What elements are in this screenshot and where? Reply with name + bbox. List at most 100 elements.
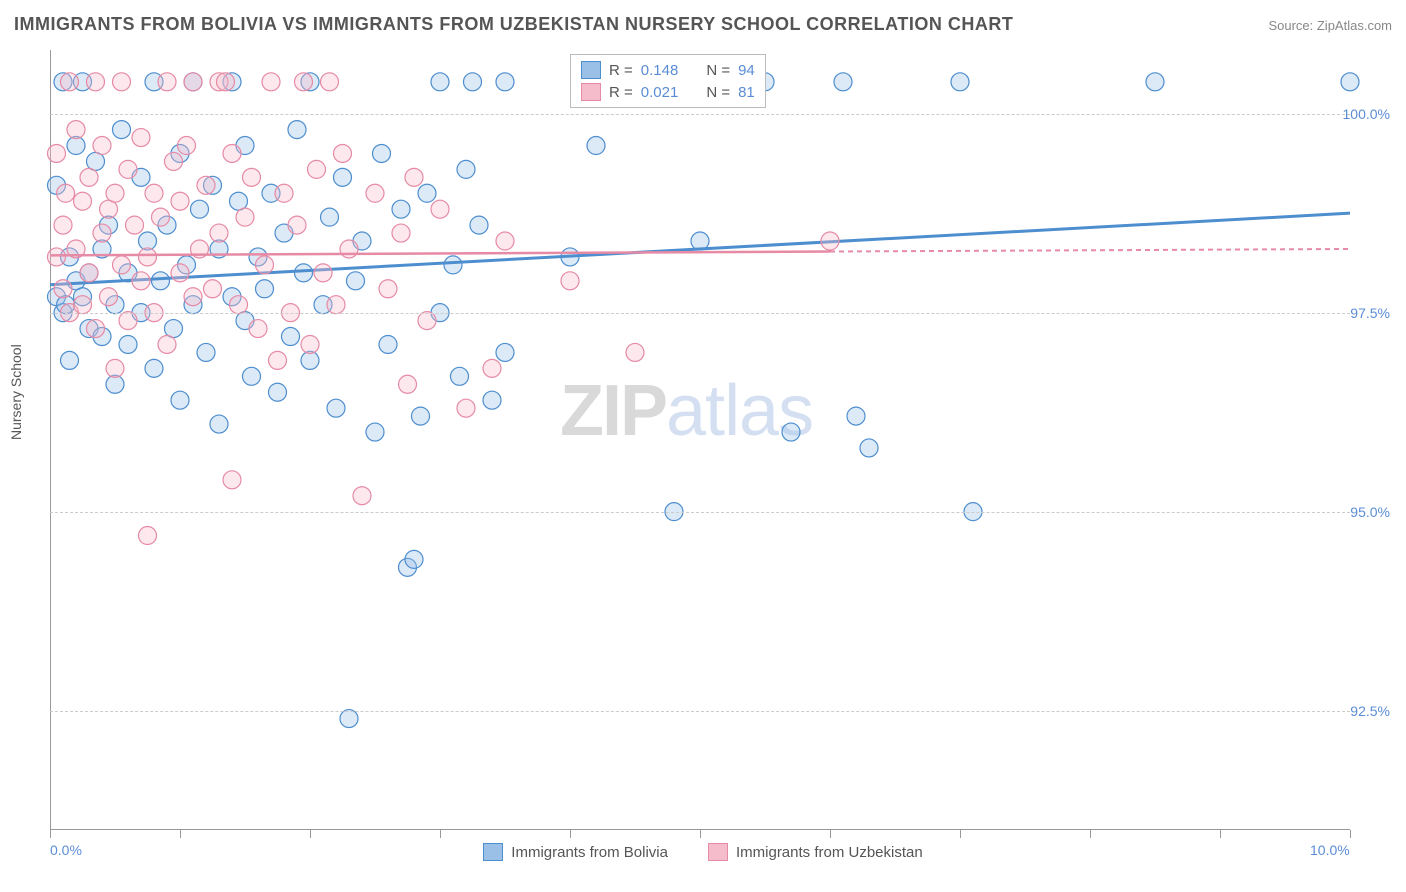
scatter-point <box>301 335 319 353</box>
scatter-point <box>126 216 144 234</box>
scatter-point <box>132 272 150 290</box>
y-tick-label: 92.5% <box>1350 703 1390 719</box>
scatter-point <box>139 232 157 250</box>
y-tick-label: 97.5% <box>1350 305 1390 321</box>
swatch-bolivia <box>483 843 503 861</box>
chart-title: IMMIGRANTS FROM BOLIVIA VS IMMIGRANTS FR… <box>14 14 1013 35</box>
scatter-point <box>197 343 215 361</box>
scatter-point <box>366 423 384 441</box>
scatter-point <box>61 73 79 91</box>
gridline-h <box>50 512 1350 513</box>
r-value-bolivia: 0.148 <box>641 62 679 79</box>
scatter-point <box>171 192 189 210</box>
scatter-point <box>80 264 98 282</box>
scatter-point <box>626 343 644 361</box>
scatter-point <box>1146 73 1164 91</box>
scatter-point <box>821 232 839 250</box>
y-tick-label: 95.0% <box>1350 504 1390 520</box>
x-tick <box>440 830 441 838</box>
scatter-point <box>321 208 339 226</box>
scatter-point <box>158 335 176 353</box>
scatter-point <box>48 248 66 266</box>
scatter-point <box>496 73 514 91</box>
scatter-point <box>327 296 345 314</box>
x-tick <box>1090 830 1091 838</box>
scatter-point <box>295 264 313 282</box>
scatter-point <box>308 160 326 178</box>
x-tick <box>830 830 831 838</box>
scatter-point <box>340 710 358 728</box>
scatter-point <box>483 391 501 409</box>
scatter-point <box>951 73 969 91</box>
scatter-point <box>171 391 189 409</box>
y-tick-label: 100.0% <box>1343 106 1390 122</box>
r-label: R = <box>609 62 633 79</box>
scatter-point <box>171 264 189 282</box>
x-tick-label: 0.0% <box>50 842 82 858</box>
legend-label-bolivia: Immigrants from Bolivia <box>511 844 668 861</box>
scatter-point <box>236 208 254 226</box>
r-value-uzbekistan: 0.021 <box>641 84 679 101</box>
scatter-point <box>321 73 339 91</box>
scatter-point <box>496 343 514 361</box>
scatter-point <box>431 73 449 91</box>
scatter-point <box>269 383 287 401</box>
scatter-point <box>457 160 475 178</box>
scatter-point <box>87 320 105 338</box>
scatter-point <box>230 296 248 314</box>
scatter-point <box>464 73 482 91</box>
scatter-point <box>418 184 436 202</box>
scatter-point <box>1341 73 1359 91</box>
scatter-point <box>93 224 111 242</box>
scatter-point <box>145 184 163 202</box>
scatter-point <box>834 73 852 91</box>
scatter-point <box>93 137 111 155</box>
n-value-bolivia: 94 <box>738 62 755 79</box>
scatter-point <box>262 73 280 91</box>
scatter-point <box>158 73 176 91</box>
n-label: N = <box>706 84 730 101</box>
scatter-point <box>269 351 287 369</box>
swatch-uzbekistan <box>581 83 601 101</box>
scatter-point <box>113 121 131 139</box>
scatter-point <box>288 216 306 234</box>
scatter-point <box>54 280 72 298</box>
scatter-point <box>444 256 462 274</box>
scatter-point <box>288 121 306 139</box>
scatter-point <box>483 359 501 377</box>
y-axis-label: Nursery School <box>8 344 24 440</box>
scatter-point <box>152 208 170 226</box>
scatter-point <box>204 280 222 298</box>
scatter-point <box>223 144 241 162</box>
legend-stats-row-uzbekistan: R = 0.021 N = 81 <box>581 81 755 103</box>
scatter-point <box>256 280 274 298</box>
scatter-point <box>165 152 183 170</box>
x-tick <box>570 830 571 838</box>
gridline-h <box>50 313 1350 314</box>
scatter-point <box>106 184 124 202</box>
scatter-point <box>340 240 358 258</box>
scatter-point <box>470 216 488 234</box>
scatter-point <box>379 280 397 298</box>
scatter-point <box>782 423 800 441</box>
scatter-point <box>74 296 92 314</box>
scatter-point <box>106 359 124 377</box>
scatter-point <box>119 312 137 330</box>
scatter-point <box>347 272 365 290</box>
scatter-point <box>113 73 131 91</box>
legend-stats: R = 0.148 N = 94 R = 0.021 N = 81 <box>570 54 766 108</box>
scatter-point <box>74 192 92 210</box>
scatter-point <box>405 168 423 186</box>
x-tick <box>50 830 51 838</box>
scatter-point <box>451 367 469 385</box>
scatter-point <box>67 137 85 155</box>
scatter-point <box>119 160 137 178</box>
scatter-point <box>139 248 157 266</box>
n-label: N = <box>706 62 730 79</box>
legend-stats-row-bolivia: R = 0.148 N = 94 <box>581 59 755 81</box>
scatter-point <box>860 439 878 457</box>
scatter-point <box>223 471 241 489</box>
scatter-point <box>418 312 436 330</box>
scatter-point <box>184 73 202 91</box>
scatter-point <box>119 335 137 353</box>
